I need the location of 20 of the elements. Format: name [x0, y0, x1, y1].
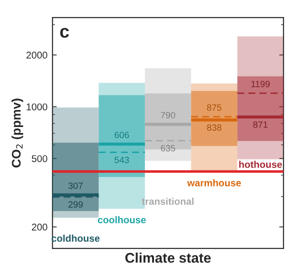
x-tick-label: coolhouse — [98, 216, 146, 224]
y-tick-label: 200 — [32, 224, 48, 231]
annotation: 543 — [114, 156, 129, 164]
annotation: 307 — [68, 182, 83, 189]
x-axis-title: Climate state — [125, 252, 211, 263]
annotation: 1199 — [251, 80, 270, 88]
annotation: 875 — [207, 104, 222, 111]
annotation: 299 — [68, 201, 83, 208]
y-tick-label: 2000 — [26, 52, 48, 59]
x-tick-label: warmhouse — [187, 179, 241, 186]
y-axis-title: CO$_{2}$ (ppmv) — [11, 98, 24, 168]
x-tick-label: hothouse — [239, 160, 282, 168]
annotation: 838 — [207, 124, 222, 131]
annotation: 635 — [160, 145, 176, 152]
annotation: c — [60, 28, 69, 38]
annotation: 606 — [114, 132, 129, 138]
y-tick-label: 500 — [32, 155, 48, 162]
annotation: 790 — [160, 112, 176, 118]
annotation: 871 — [253, 121, 268, 128]
y-tick-label: 1000 — [26, 103, 48, 110]
